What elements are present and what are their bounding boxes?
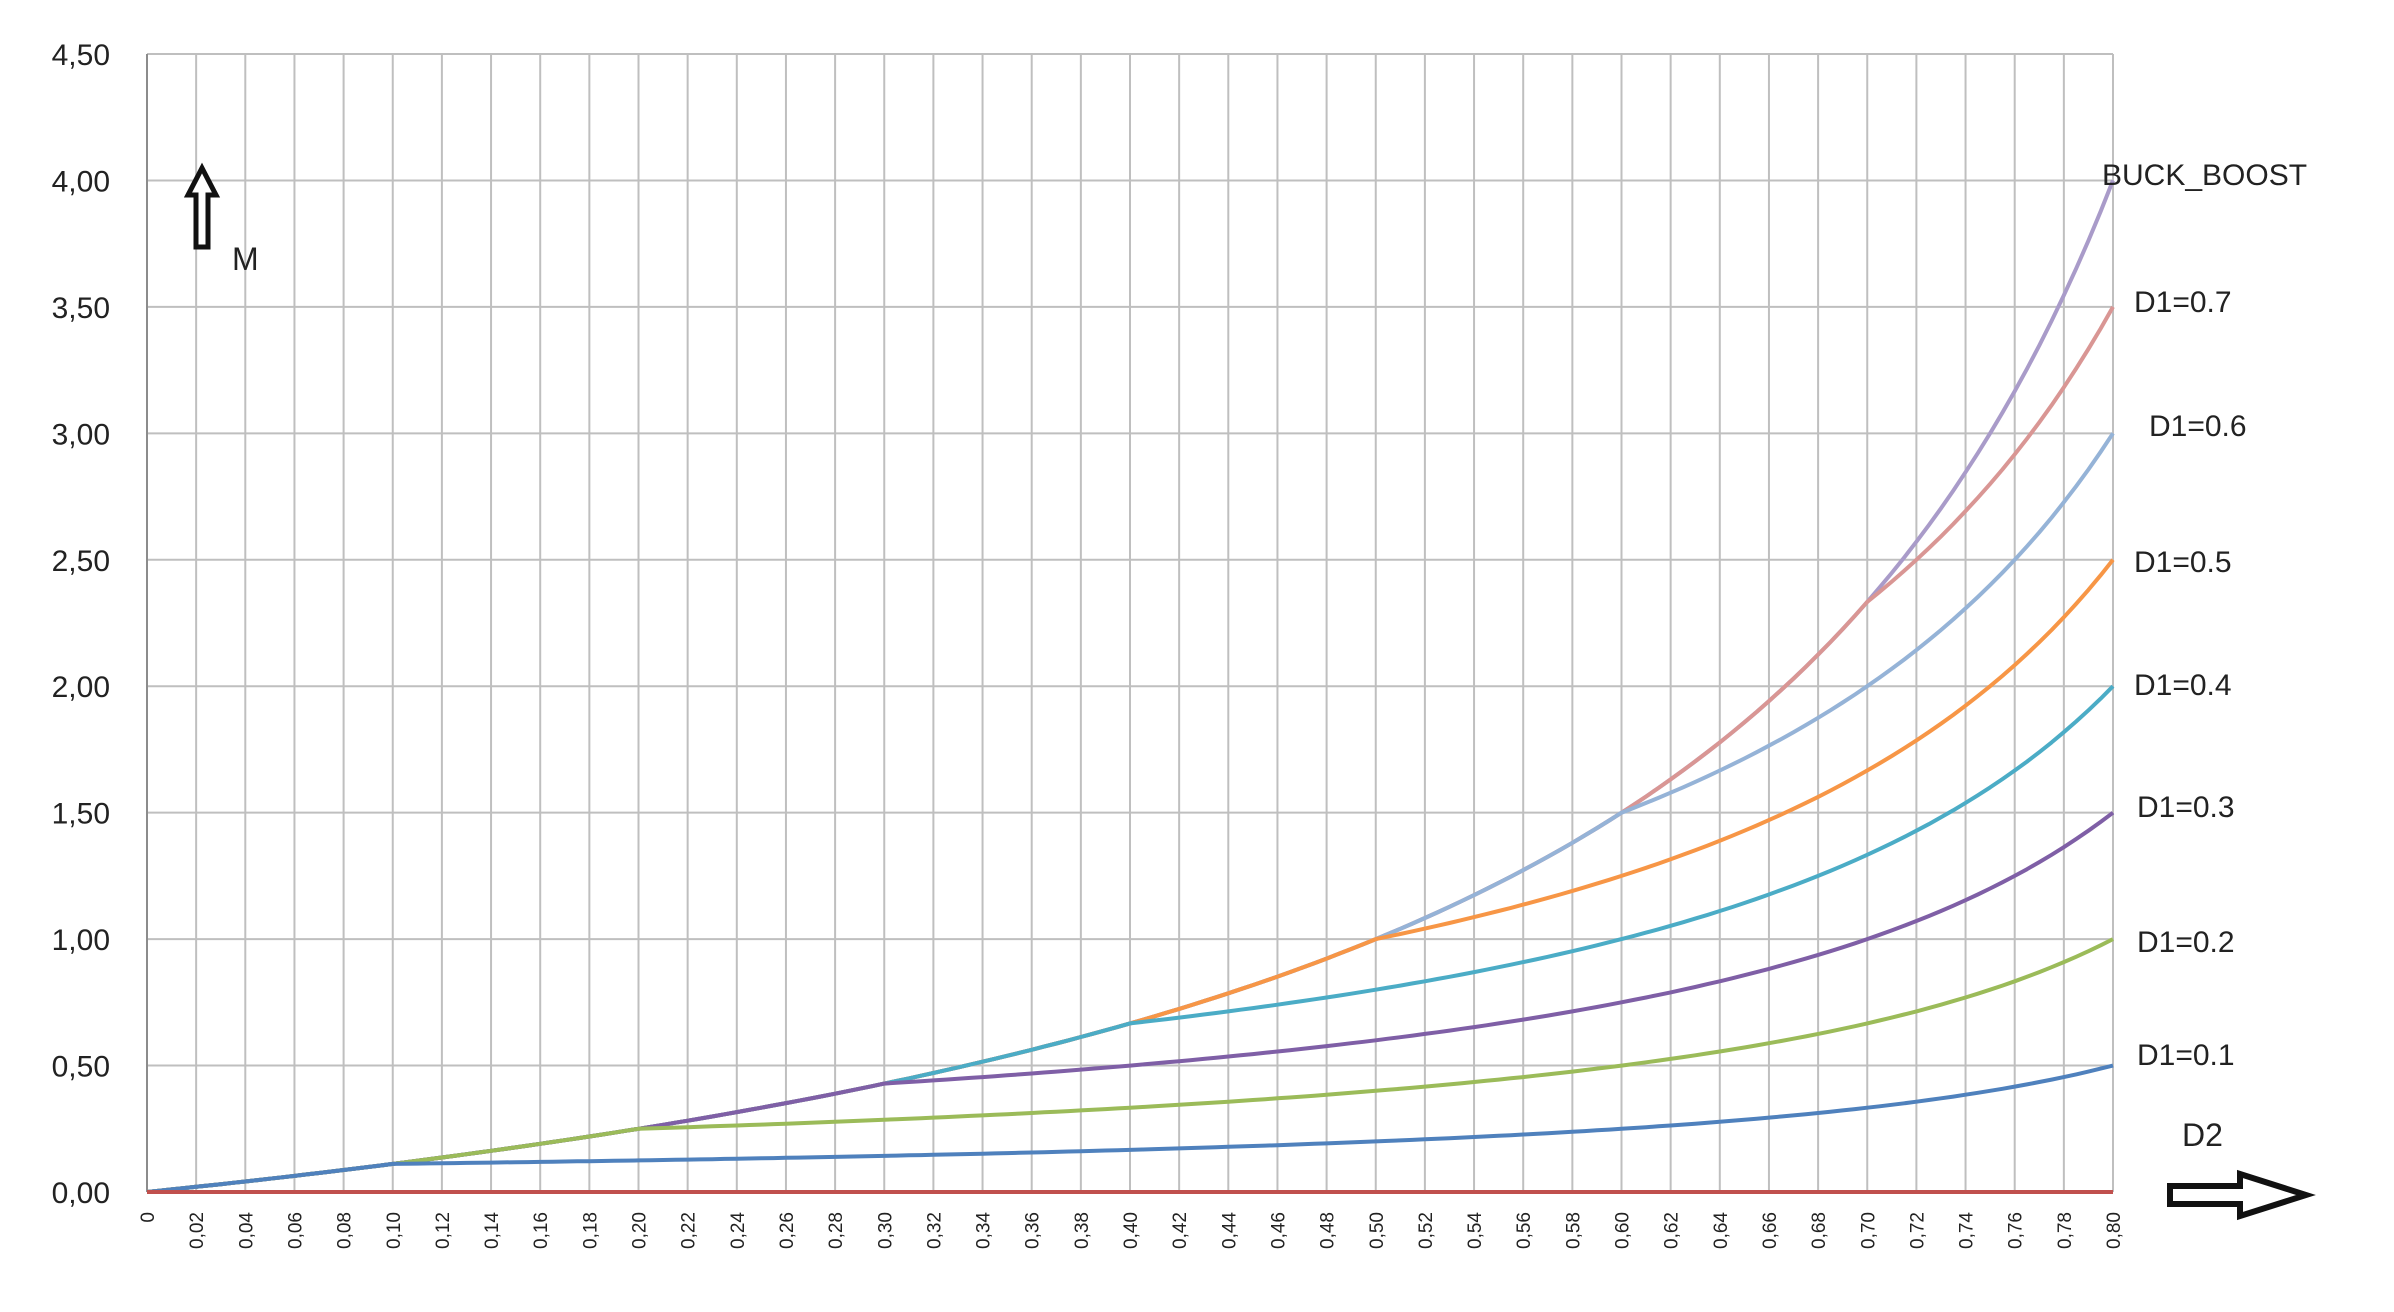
y-tick-label: 2,00 (52, 671, 110, 704)
x-tick-label: 0,68 (1809, 1212, 1830, 1249)
y-tick-labels: 0,00 0,50 1,00 1,50 2,00 2,50 3,00 3,50 4,00 4,50 (52, 39, 110, 1210)
y-tick-label: 4,00 (52, 165, 110, 198)
series-labels: BUCK_BOOST D1=0.7 D1=0.6 D1=0.5 D1=0.4 D1=0.3… (2102, 159, 2307, 1072)
x-tick-label: 0,66 (1760, 1212, 1781, 1249)
x-tick-label: 0,08 (335, 1212, 356, 1249)
x-tick-label: 0,32 (924, 1212, 945, 1249)
x-tick-label: 0,78 (2055, 1212, 2076, 1249)
x-tick-label: 0,74 (1957, 1212, 1978, 1249)
y-tick-label: 3,00 (52, 418, 110, 451)
y-tick-label: 4,50 (52, 39, 110, 72)
x-tick-labels: 0 0,02 0,04 0,06 0,08 0,10 0,12 0,14 0,16 0,18 0,2… (138, 1212, 2125, 1249)
x-tick-label: 0,12 (433, 1212, 454, 1249)
x-tick-label: 0,02 (187, 1212, 208, 1249)
grid (146, 53, 2114, 1192)
x-tick-label: 0,28 (826, 1212, 847, 1249)
x-tick-label: 0,44 (1219, 1212, 1240, 1249)
x-tick-label: 0,36 (1023, 1212, 1044, 1249)
x-tick-label: 0,34 (974, 1212, 995, 1249)
x-tick-label: 0,42 (1170, 1212, 1191, 1249)
x-tick-label: 0,62 (1662, 1212, 1683, 1249)
y-tick-label: 1,00 (52, 924, 110, 957)
x-tick-label: 0,06 (285, 1212, 306, 1249)
x-tick-label: 0,24 (728, 1212, 749, 1249)
x-tick-label: 0 (138, 1212, 159, 1223)
x-tick-label: 0,30 (875, 1212, 896, 1249)
series-label: D1=0.3 (2137, 791, 2235, 824)
y-axis-arrow: M (183, 162, 259, 277)
x-tick-label: 0,48 (1318, 1212, 1339, 1249)
y-tick-label: 0,00 (52, 1177, 110, 1210)
x-tick-label: 0,60 (1613, 1212, 1634, 1249)
series-label: D1=0.4 (2134, 669, 2232, 702)
y-tick-label: 3,50 (52, 292, 110, 325)
x-tick-label: 0,50 (1367, 1212, 1388, 1249)
x-tick-label: 0,52 (1416, 1212, 1437, 1249)
series-label: D1=0.5 (2134, 546, 2232, 579)
series-label: D1=0.2 (2137, 926, 2235, 959)
x-tick-label: 0,46 (1268, 1212, 1289, 1249)
x-tick-label: 0,18 (580, 1212, 601, 1249)
up-arrow-icon (183, 162, 221, 250)
series-line (146, 937, 2114, 1194)
x-axis-arrow: D2 (2167, 1117, 2316, 1221)
x-tick-label: 0,54 (1465, 1212, 1486, 1249)
x-tick-label: 0,40 (1121, 1212, 1142, 1249)
y-tick-label: 2,50 (52, 545, 110, 578)
x-tick-label: 0,80 (2104, 1212, 2125, 1249)
series-label: D1=0.1 (2137, 1039, 2235, 1072)
x-tick-label: 0,72 (1907, 1212, 1928, 1249)
y-tick-label: 1,50 (52, 798, 110, 831)
x-tick-label: 0,26 (777, 1212, 798, 1249)
x-tick-label: 0,58 (1563, 1212, 1584, 1249)
series-line (146, 1063, 2114, 1194)
x-tick-label: 0,76 (2006, 1212, 2027, 1249)
x-tick-label: 0,38 (1072, 1212, 1093, 1249)
x-tick-label: 0,56 (1514, 1212, 1535, 1249)
series-label: BUCK_BOOST (2102, 159, 2307, 192)
y-tick-label: 0,50 (52, 1051, 110, 1084)
x-tick-label: 0,16 (531, 1212, 552, 1249)
x-axis-label: D2 (2182, 1117, 2223, 1153)
series-label: D1=0.6 (2149, 410, 2247, 443)
x-tick-label: 0,22 (679, 1212, 700, 1249)
right-arrow-icon (2167, 1169, 2316, 1221)
x-tick-label: 0,70 (1858, 1212, 1879, 1249)
y-axis-label: M (232, 241, 259, 277)
x-tick-label: 0,20 (630, 1212, 651, 1249)
series-label: D1=0.7 (2134, 286, 2232, 319)
x-tick-label: 0,04 (236, 1212, 257, 1249)
series-lines (146, 179, 2115, 1194)
x-tick-label: 0,10 (384, 1212, 405, 1249)
x-tick-label: 0,64 (1711, 1212, 1732, 1249)
x-tick-label: 0,14 (482, 1212, 503, 1249)
